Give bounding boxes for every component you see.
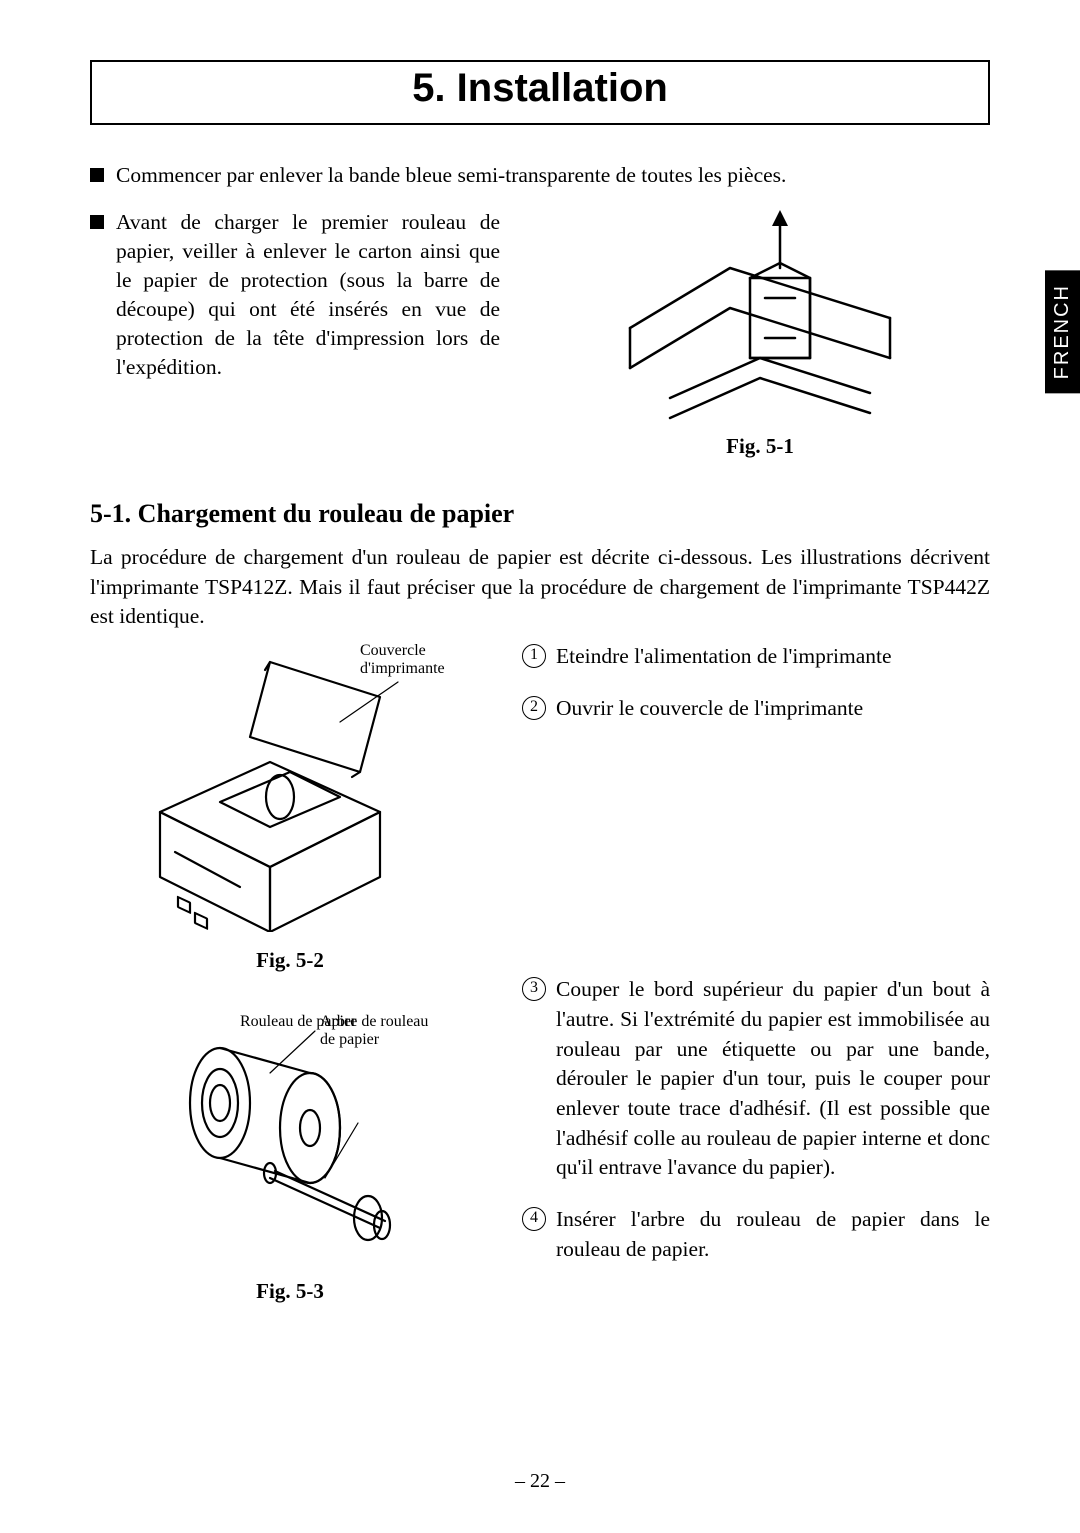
section-number: 5-1. bbox=[90, 499, 131, 528]
square-bullet-icon bbox=[90, 215, 104, 229]
label-line: Couvercle bbox=[360, 642, 426, 659]
figure-label-shaft: Arbre de rouleau de papier bbox=[320, 1013, 428, 1050]
section-intro: La procédure de chargement d'un rouleau … bbox=[90, 543, 990, 632]
language-tab: FRENCH bbox=[1045, 270, 1080, 393]
page: FRENCH 5. Installation Commencer par enl… bbox=[0, 0, 1080, 1533]
figure-label-cover: Couvercle d'imprimante bbox=[360, 642, 445, 679]
chapter-name: Installation bbox=[457, 66, 668, 110]
bullet-item: Commencer par enlever la bande bleue sem… bbox=[90, 161, 990, 190]
step-text: Ouvrir le couvercle de l'imprimante bbox=[556, 694, 863, 724]
chapter-title: 5. Installation bbox=[92, 66, 988, 111]
step-number-icon: 3 bbox=[520, 977, 548, 1001]
step-number-icon: 2 bbox=[520, 696, 548, 720]
label-line: d'imprimante bbox=[360, 660, 445, 677]
step-text: Eteindre l'alimentation de l'imprimante bbox=[556, 642, 892, 672]
intro-two-column: Avant de charger le premier rouleau de p… bbox=[90, 208, 990, 459]
step-item: 4 Insérer l'arbre du rouleau de papier d… bbox=[520, 1205, 990, 1264]
chapter-title-box: 5. Installation bbox=[90, 60, 990, 125]
step-number-icon: 4 bbox=[520, 1207, 548, 1231]
label-line: Arbre de rouleau bbox=[320, 1013, 428, 1030]
step-text: Insérer l'arbre du rouleau de papier dan… bbox=[556, 1205, 990, 1264]
figure-caption: Fig. 5-3 bbox=[90, 1279, 490, 1304]
section-title: Chargement du rouleau de papier bbox=[138, 499, 515, 528]
bullet-text: Commencer par enlever la bande bleue sem… bbox=[116, 161, 786, 190]
figure-5-2-illustration bbox=[120, 642, 460, 932]
steps-column: 1 Eteindre l'alimentation de l'imprimant… bbox=[520, 642, 990, 1304]
square-bullet-icon bbox=[90, 168, 104, 182]
bullet-text: Avant de charger le premier rouleau de p… bbox=[116, 208, 500, 382]
page-number: – 22 – bbox=[0, 1470, 1080, 1493]
step-item: 1 Eteindre l'alimentation de l'imprimant… bbox=[520, 642, 990, 672]
step-item: 2 Ouvrir le couvercle de l'imprimante bbox=[520, 694, 990, 724]
step-item: 3 Couper le bord supérieur du papier d'u… bbox=[520, 975, 990, 1183]
figure-5-2-block: Couvercle d'imprimante bbox=[90, 642, 490, 942]
figure-5-3-block: Rouleau de papier Arbre de rouleau de pa… bbox=[90, 1013, 490, 1273]
section-heading: 5-1. Chargement du rouleau de papier bbox=[90, 499, 990, 529]
step-text: Couper le bord supérieur du papier d'un … bbox=[556, 975, 990, 1183]
lower-two-column: Couvercle d'imprimante bbox=[90, 642, 990, 1304]
figure-5-1-illustration bbox=[610, 208, 910, 428]
label-line: de papier bbox=[320, 1031, 379, 1048]
bullet-item: Avant de charger le premier rouleau de p… bbox=[90, 208, 500, 382]
figure-5-3-illustration bbox=[120, 1013, 460, 1263]
chapter-number: 5. bbox=[412, 66, 445, 110]
step-number-icon: 1 bbox=[520, 644, 548, 668]
figure-caption: Fig. 5-1 bbox=[530, 434, 990, 459]
figure-caption: Fig. 5-2 bbox=[90, 948, 490, 973]
